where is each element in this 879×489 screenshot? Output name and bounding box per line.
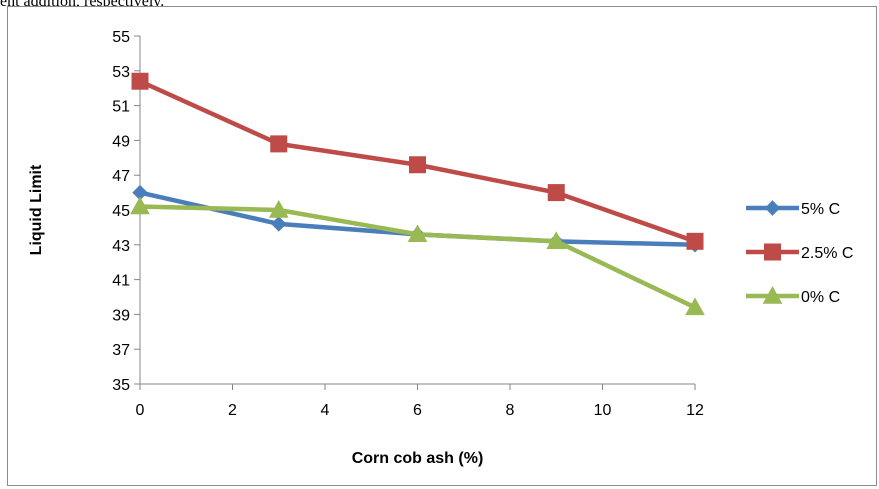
chart-legend: 5% C 2.5% C 0% C [746,200,853,306]
chart-frame: 35 37 39 41 43 45 47 49 51 53 55 0 2 4 6 8 10 12 5% C 2.5%… [7,6,877,486]
data-point-marker [546,231,567,250]
line-chart: 35 37 39 41 43 45 47 49 51 53 55 0 2 4 6 8 10 12 5% C 2.5%… [28,29,853,467]
data-point-marker [686,232,704,250]
y-tick-label: 35 [112,377,130,394]
data-point-marker [409,156,426,174]
legend-entry: 0% C [746,285,840,306]
y-tick-label: 37 [112,342,130,359]
series-layer [130,72,705,316]
legend-entry: 2.5% C [746,243,853,262]
data-point-marker [131,72,149,90]
legend-swatch-marker [764,243,781,261]
y-tick-label: 41 [112,273,130,290]
y-tick-label: 47 [112,168,130,185]
y-tick-label: 49 [112,133,130,150]
data-point-marker [268,199,289,218]
x-tick-label: 8 [506,402,515,419]
data-point-marker [271,216,287,232]
y-axis-title: Liquid Limit [28,164,45,255]
x-tick-label: 10 [594,402,612,419]
data-point-marker [270,135,288,153]
chart-axes: 35 37 39 41 43 45 47 49 51 53 55 0 2 4 6 8 10 12 [112,29,704,419]
x-tick-label: 2 [228,402,237,419]
series-line [137,204,698,310]
x-axis-title: Corn cob ash (%) [352,450,484,467]
legend-label: 5% C [801,201,840,218]
y-tick-label: 43 [112,238,130,255]
page-top-text: ent addition, respectively. [0,0,165,10]
series-2 [130,196,705,316]
x-tick-label: 4 [321,402,330,419]
data-point-marker [130,196,150,215]
y-tick-label: 53 [112,64,130,81]
y-tick-label: 39 [112,307,130,324]
legend-label: 2.5% C [801,245,853,262]
legend-swatch-marker [762,285,783,304]
data-point-marker [407,224,428,243]
legend-swatch-marker [764,200,781,216]
x-tick-label: 6 [413,402,422,419]
x-tick-label: 0 [136,402,145,419]
data-point-marker [685,297,705,316]
y-tick-label: 51 [112,99,130,116]
legend-label: 0% C [801,289,840,306]
y-tick-label: 55 [112,29,130,46]
x-tick-label: 12 [686,402,704,419]
y-tick-label: 45 [112,203,130,220]
legend-entry: 5% C [746,200,840,218]
series-1 [131,72,704,250]
data-point-marker [547,184,565,202]
